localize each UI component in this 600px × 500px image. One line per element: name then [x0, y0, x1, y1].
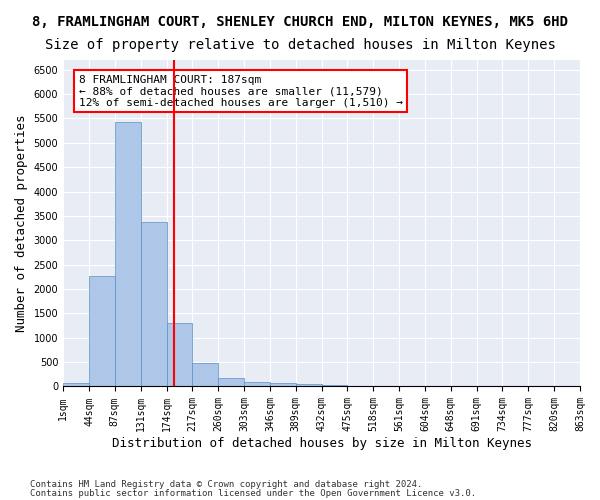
Text: 8 FRAMLINGHAM COURT: 187sqm
← 88% of detached houses are smaller (11,579)
12% of: 8 FRAMLINGHAM COURT: 187sqm ← 88% of det…	[79, 74, 403, 108]
Bar	[63, 383, 89, 386]
Bar	[193, 363, 218, 386]
Bar	[115, 122, 140, 386]
Bar	[244, 382, 270, 386]
Text: Contains public sector information licensed under the Open Government Licence v3: Contains public sector information licen…	[30, 489, 476, 498]
Text: Contains HM Land Registry data © Crown copyright and database right 2024.: Contains HM Land Registry data © Crown c…	[30, 480, 422, 489]
Bar	[296, 384, 322, 386]
Text: Size of property relative to detached houses in Milton Keynes: Size of property relative to detached ho…	[44, 38, 556, 52]
Bar	[140, 222, 167, 386]
Bar	[89, 276, 115, 386]
Bar	[218, 378, 244, 386]
Bar	[167, 322, 193, 386]
Bar	[270, 383, 296, 386]
Bar	[322, 385, 347, 386]
Text: 8, FRAMLINGHAM COURT, SHENLEY CHURCH END, MILTON KEYNES, MK5 6HD: 8, FRAMLINGHAM COURT, SHENLEY CHURCH END…	[32, 15, 568, 29]
Y-axis label: Number of detached properties: Number of detached properties	[15, 114, 28, 332]
X-axis label: Distribution of detached houses by size in Milton Keynes: Distribution of detached houses by size …	[112, 437, 532, 450]
